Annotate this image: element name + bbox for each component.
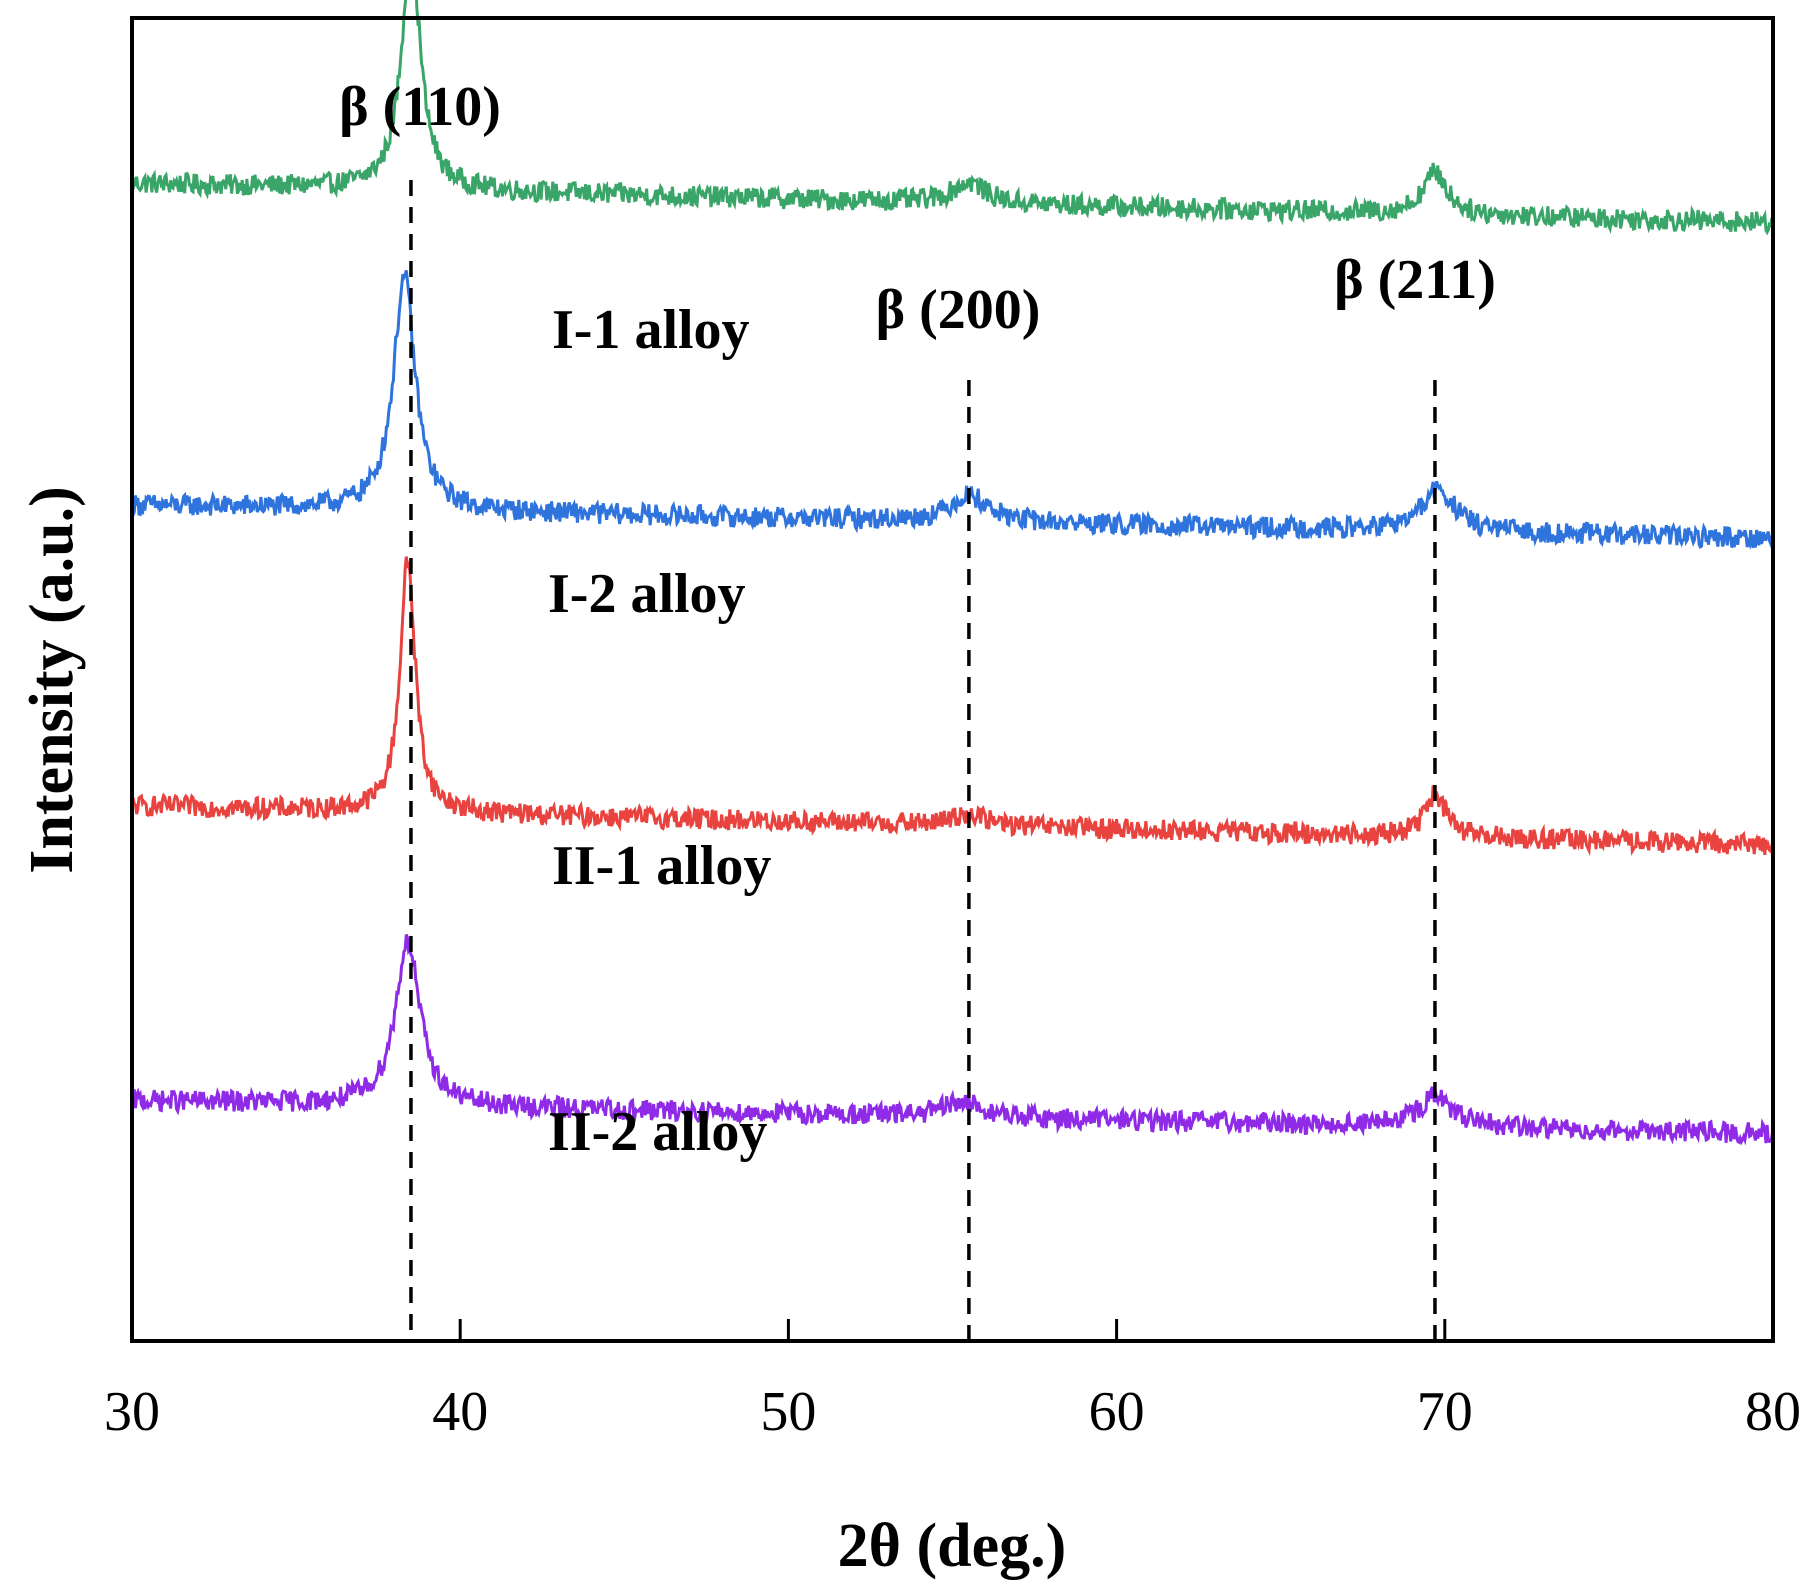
series-label-ii-1-alloy: II-1 alloy	[552, 835, 771, 897]
series-label-ii-2-alloy: II-2 alloy	[548, 1101, 767, 1163]
x-tick-label-50: 50	[760, 1381, 816, 1443]
x-tick-label-60: 60	[1089, 1381, 1145, 1443]
x-tick-label-30: 30	[104, 1381, 160, 1443]
series-label-i-1-alloy: I-1 alloy	[552, 299, 750, 361]
y-axis-title: Intensity (a.u.)	[18, 486, 86, 874]
series-line-i-2-alloy	[130, 270, 1775, 550]
x-axis-ticks: 30 40 50 60 70 80	[104, 1319, 1801, 1443]
series-line-ii-1-alloy	[131, 556, 1775, 857]
label-layer: I-1 alloy I-2 alloy II-1 alloy II-2 alloy β …	[339, 76, 1496, 1163]
peak-label-211: β (211)	[1334, 249, 1496, 311]
peak-label-110: β (110)	[339, 76, 501, 138]
x-tick-label-80: 80	[1745, 1381, 1801, 1443]
peak-label-200: β (200)	[876, 279, 1041, 341]
series-line-i-1-alloy	[130, 0, 1775, 236]
plot-frame	[130, 16, 1775, 1343]
series-layer	[130, 0, 1775, 1146]
x-axis-title: 2θ (deg.)	[838, 1512, 1067, 1580]
series-line-ii-2-alloy	[130, 934, 1775, 1146]
reference-line-layer	[409, 180, 1437, 1341]
x-tick-label-40: 40	[432, 1381, 488, 1443]
x-tick-label-70: 70	[1417, 1381, 1473, 1443]
series-label-i-2-alloy: I-2 alloy	[548, 563, 746, 625]
